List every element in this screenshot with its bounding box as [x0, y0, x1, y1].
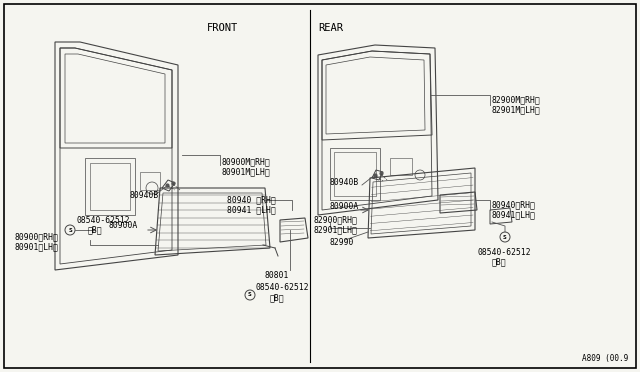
Text: 80900〈RH〉: 80900〈RH〉: [14, 232, 58, 241]
Text: S: S: [68, 228, 72, 232]
Text: S: S: [248, 292, 252, 298]
Text: 08540-62512: 08540-62512: [255, 283, 308, 292]
Text: 80901〈LH〉: 80901〈LH〉: [14, 243, 58, 251]
Text: 82901〈LH〉: 82901〈LH〉: [314, 225, 358, 234]
Text: 82990: 82990: [330, 237, 355, 247]
Text: 80801: 80801: [265, 270, 289, 279]
Text: 80941 〈LH〉: 80941 〈LH〉: [227, 205, 276, 215]
Text: 80901M〈LH〉: 80901M〈LH〉: [222, 167, 271, 176]
Text: 08540-62512: 08540-62512: [76, 215, 130, 224]
Text: 〈B〉: 〈B〉: [492, 257, 507, 266]
Text: 82901M〈LH〉: 82901M〈LH〉: [492, 106, 541, 115]
Text: 80900A: 80900A: [108, 221, 137, 230]
Text: 80940B: 80940B: [330, 177, 359, 186]
Text: 80900A: 80900A: [330, 202, 359, 211]
Text: 08540-62512: 08540-62512: [478, 247, 532, 257]
Text: 〈B〉: 〈B〉: [270, 294, 285, 302]
Text: FRONT: FRONT: [206, 23, 237, 33]
Text: 80941〈LH〉: 80941〈LH〉: [492, 211, 536, 219]
Text: A809 (00.9: A809 (00.9: [582, 353, 628, 362]
Text: 80900M〈RH〉: 80900M〈RH〉: [222, 157, 271, 167]
Text: 80940 〈RH〉: 80940 〈RH〉: [227, 196, 276, 205]
Text: 〈B〉: 〈B〉: [88, 225, 102, 234]
Text: 82900〈RH〉: 82900〈RH〉: [314, 215, 358, 224]
Text: S: S: [503, 234, 507, 240]
Text: 80940B: 80940B: [130, 190, 159, 199]
Text: REAR: REAR: [318, 23, 343, 33]
Text: 80940〈RH〉: 80940〈RH〉: [492, 201, 536, 209]
Text: 82900M〈RH〉: 82900M〈RH〉: [492, 96, 541, 105]
